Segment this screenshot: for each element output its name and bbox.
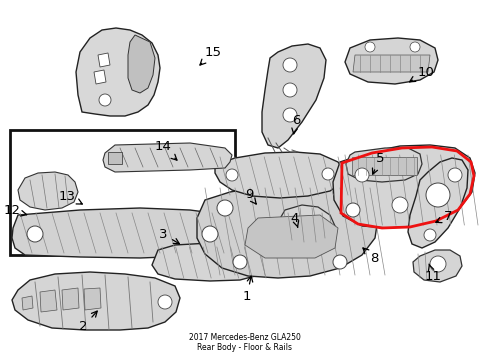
Text: 3: 3 bbox=[159, 228, 179, 244]
Text: 15: 15 bbox=[200, 45, 221, 65]
Circle shape bbox=[225, 169, 238, 181]
Polygon shape bbox=[262, 44, 325, 148]
Bar bbox=[108, 152, 122, 164]
Polygon shape bbox=[278, 205, 334, 244]
Text: 6: 6 bbox=[291, 113, 300, 134]
Polygon shape bbox=[352, 55, 429, 72]
Circle shape bbox=[391, 197, 407, 213]
Circle shape bbox=[283, 108, 296, 122]
Polygon shape bbox=[412, 250, 461, 282]
Circle shape bbox=[99, 94, 111, 106]
Text: 9: 9 bbox=[244, 189, 256, 204]
Text: 12: 12 bbox=[3, 204, 27, 217]
Bar bbox=[351, 157, 416, 175]
Circle shape bbox=[425, 183, 449, 207]
Circle shape bbox=[158, 295, 172, 309]
Circle shape bbox=[332, 255, 346, 269]
Circle shape bbox=[429, 256, 445, 272]
Circle shape bbox=[27, 226, 43, 242]
Text: 10: 10 bbox=[409, 66, 433, 82]
Text: 4: 4 bbox=[290, 211, 299, 228]
Polygon shape bbox=[84, 288, 101, 310]
Text: 2: 2 bbox=[79, 311, 97, 333]
Circle shape bbox=[346, 203, 359, 217]
Polygon shape bbox=[98, 53, 110, 67]
Circle shape bbox=[409, 42, 419, 52]
Circle shape bbox=[354, 168, 368, 182]
Polygon shape bbox=[12, 208, 232, 258]
Polygon shape bbox=[345, 38, 437, 84]
Text: 5: 5 bbox=[372, 152, 384, 174]
Polygon shape bbox=[244, 215, 337, 258]
Polygon shape bbox=[62, 288, 79, 310]
Polygon shape bbox=[22, 296, 33, 310]
Circle shape bbox=[217, 200, 232, 216]
Text: 14: 14 bbox=[154, 140, 177, 160]
Polygon shape bbox=[197, 184, 377, 278]
Text: 13: 13 bbox=[59, 189, 82, 204]
Polygon shape bbox=[94, 70, 106, 84]
Polygon shape bbox=[215, 152, 345, 198]
Text: 1: 1 bbox=[242, 276, 252, 302]
Text: 8: 8 bbox=[362, 248, 377, 266]
Circle shape bbox=[202, 226, 218, 242]
Text: 7: 7 bbox=[435, 211, 451, 224]
Text: 11: 11 bbox=[424, 264, 441, 283]
Circle shape bbox=[447, 168, 461, 182]
Polygon shape bbox=[40, 290, 57, 312]
Circle shape bbox=[283, 58, 296, 72]
Polygon shape bbox=[128, 35, 155, 93]
Polygon shape bbox=[407, 158, 467, 248]
Polygon shape bbox=[18, 172, 78, 210]
Circle shape bbox=[283, 83, 296, 97]
Circle shape bbox=[364, 42, 374, 52]
Polygon shape bbox=[332, 145, 474, 228]
Polygon shape bbox=[152, 243, 264, 281]
Circle shape bbox=[423, 229, 435, 241]
Polygon shape bbox=[103, 143, 231, 172]
Polygon shape bbox=[12, 272, 180, 330]
Polygon shape bbox=[346, 148, 421, 182]
Polygon shape bbox=[76, 28, 160, 116]
Bar bbox=[10, 130, 235, 255]
Circle shape bbox=[232, 255, 246, 269]
Circle shape bbox=[321, 168, 333, 180]
Text: 2017 Mercedes-Benz GLA250
Rear Body - Floor & Rails: 2017 Mercedes-Benz GLA250 Rear Body - Fl… bbox=[188, 333, 300, 352]
